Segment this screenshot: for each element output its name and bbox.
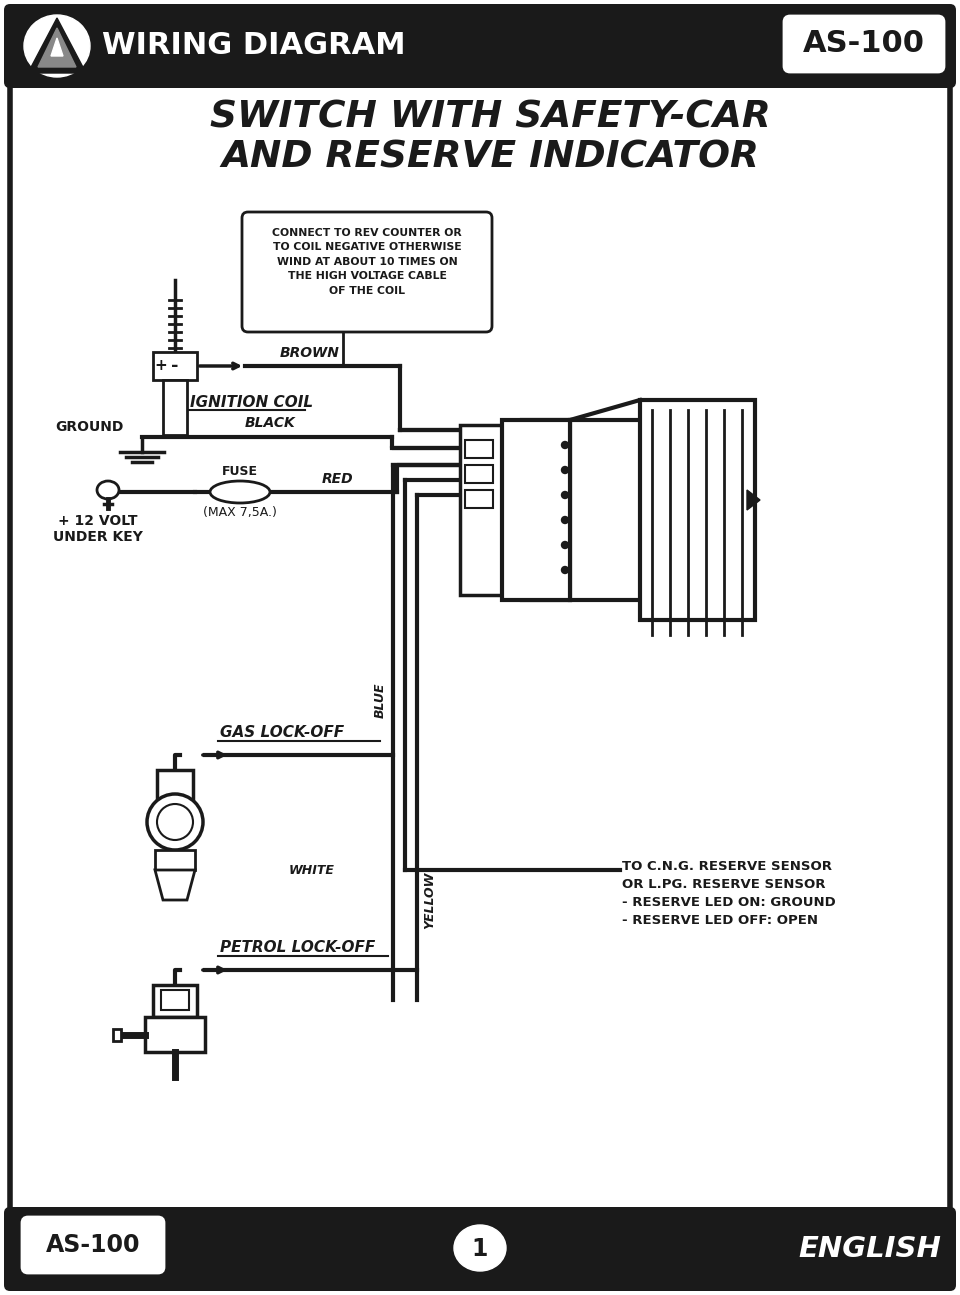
Bar	[157, 771, 193, 800]
Text: IGNITION COIL: IGNITION COIL	[190, 395, 313, 411]
Bar	[161, 989, 189, 1010]
Text: GROUND: GROUND	[56, 420, 124, 434]
Text: FUSE: FUSE	[222, 465, 258, 478]
Bar	[465, 490, 493, 508]
Text: RED: RED	[323, 471, 354, 486]
Text: AND RESERVE INDICATOR: AND RESERVE INDICATOR	[221, 140, 759, 176]
FancyBboxPatch shape	[242, 212, 492, 332]
Text: BLACK: BLACK	[245, 416, 296, 430]
Bar	[153, 352, 197, 379]
Text: SWITCH WITH SAFETY-CAR: SWITCH WITH SAFETY-CAR	[209, 100, 770, 136]
Bar	[640, 400, 755, 620]
Text: BLUE: BLUE	[374, 682, 387, 717]
Circle shape	[562, 541, 568, 549]
Polygon shape	[28, 18, 86, 73]
Text: + 12 VOLT
UNDER KEY: + 12 VOLT UNDER KEY	[53, 514, 143, 544]
Bar	[145, 1017, 205, 1052]
Text: WHITE: WHITE	[289, 864, 335, 877]
Text: AS-100: AS-100	[803, 30, 925, 58]
Bar	[465, 465, 493, 483]
Circle shape	[147, 794, 203, 850]
Text: -: -	[171, 357, 179, 376]
Bar	[155, 850, 195, 870]
Text: 1: 1	[471, 1237, 489, 1261]
Ellipse shape	[210, 480, 270, 502]
Text: PETROL LOCK-OFF: PETROL LOCK-OFF	[220, 940, 375, 954]
Bar	[153, 985, 197, 1017]
Text: AS-100: AS-100	[46, 1233, 140, 1257]
Polygon shape	[155, 870, 195, 900]
Bar	[465, 440, 493, 458]
Text: YELLOW: YELLOW	[423, 872, 436, 929]
Polygon shape	[51, 38, 63, 56]
FancyBboxPatch shape	[4, 4, 956, 88]
Ellipse shape	[97, 480, 119, 499]
Text: GAS LOCK-OFF: GAS LOCK-OFF	[220, 725, 344, 739]
Bar	[113, 1030, 121, 1041]
Ellipse shape	[24, 16, 90, 76]
Bar	[502, 420, 570, 600]
Text: TO C.N.G. RESERVE SENSOR
OR L.PG. RESERVE SENSOR
- RESERVE LED ON: GROUND
- RESE: TO C.N.G. RESERVE SENSOR OR L.PG. RESERV…	[622, 860, 836, 927]
Ellipse shape	[454, 1225, 506, 1270]
Bar	[163, 379, 187, 435]
FancyBboxPatch shape	[784, 16, 944, 73]
Circle shape	[562, 442, 568, 448]
Circle shape	[562, 492, 568, 499]
Text: ENGLISH: ENGLISH	[799, 1235, 942, 1263]
Bar	[460, 425, 502, 594]
Text: CONNECT TO REV COUNTER OR
TO COIL NEGATIVE OTHERWISE
WIND AT ABOUT 10 TIMES ON
T: CONNECT TO REV COUNTER OR TO COIL NEGATI…	[272, 228, 462, 295]
Text: +: +	[155, 359, 167, 373]
Polygon shape	[38, 28, 76, 67]
Text: BROWN: BROWN	[280, 346, 340, 360]
Text: (MAX 7,5A.): (MAX 7,5A.)	[204, 506, 276, 519]
Polygon shape	[747, 490, 760, 510]
Text: WIRING DIAGRAM: WIRING DIAGRAM	[102, 31, 406, 61]
FancyBboxPatch shape	[22, 1217, 164, 1273]
Circle shape	[157, 804, 193, 840]
Circle shape	[562, 466, 568, 474]
FancyBboxPatch shape	[4, 1207, 956, 1291]
Circle shape	[562, 566, 568, 574]
Circle shape	[562, 517, 568, 523]
